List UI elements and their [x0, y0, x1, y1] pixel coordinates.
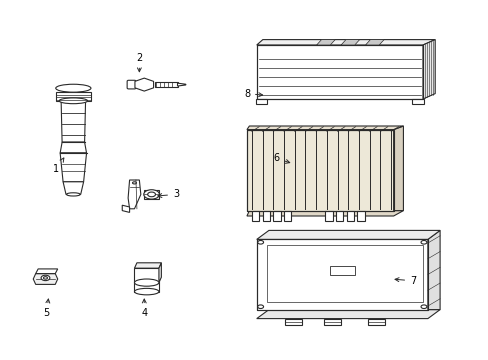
Text: 6: 6 — [273, 153, 289, 163]
Ellipse shape — [134, 279, 159, 286]
Polygon shape — [266, 245, 422, 302]
Ellipse shape — [43, 276, 47, 279]
Polygon shape — [134, 268, 159, 283]
Polygon shape — [56, 92, 91, 101]
Polygon shape — [122, 205, 129, 212]
Text: 4: 4 — [141, 299, 147, 318]
Polygon shape — [159, 263, 161, 283]
Polygon shape — [256, 230, 439, 239]
Polygon shape — [251, 211, 259, 221]
Polygon shape — [346, 211, 353, 221]
Polygon shape — [256, 239, 427, 310]
Ellipse shape — [41, 275, 50, 281]
Polygon shape — [357, 211, 364, 221]
Ellipse shape — [66, 193, 80, 196]
Ellipse shape — [59, 98, 87, 104]
Polygon shape — [33, 274, 58, 284]
Polygon shape — [427, 230, 439, 310]
Polygon shape — [262, 211, 269, 221]
Text: 2: 2 — [136, 53, 142, 72]
Ellipse shape — [56, 84, 91, 92]
Polygon shape — [135, 78, 153, 91]
Polygon shape — [325, 211, 332, 221]
Polygon shape — [134, 283, 159, 292]
Polygon shape — [246, 130, 393, 211]
Polygon shape — [335, 211, 343, 221]
Polygon shape — [365, 40, 384, 45]
Ellipse shape — [143, 190, 159, 199]
Text: 7: 7 — [394, 276, 415, 286]
Polygon shape — [284, 319, 302, 325]
Polygon shape — [60, 142, 86, 153]
Text: 3: 3 — [158, 189, 179, 199]
Polygon shape — [134, 263, 161, 268]
Polygon shape — [61, 101, 85, 142]
Polygon shape — [177, 83, 185, 86]
Ellipse shape — [147, 192, 155, 197]
Polygon shape — [155, 82, 177, 87]
Polygon shape — [60, 153, 86, 182]
FancyBboxPatch shape — [127, 80, 136, 89]
Polygon shape — [128, 180, 141, 209]
Ellipse shape — [257, 305, 263, 309]
Polygon shape — [255, 99, 267, 104]
Ellipse shape — [132, 182, 136, 184]
Polygon shape — [323, 319, 341, 325]
Ellipse shape — [257, 240, 263, 244]
Polygon shape — [256, 45, 422, 99]
Polygon shape — [273, 211, 280, 221]
Ellipse shape — [420, 305, 426, 309]
Polygon shape — [36, 269, 58, 274]
Polygon shape — [133, 83, 142, 86]
Polygon shape — [284, 211, 291, 221]
Polygon shape — [256, 310, 439, 319]
Polygon shape — [393, 126, 403, 211]
Polygon shape — [143, 190, 159, 199]
Polygon shape — [411, 99, 423, 104]
Text: 8: 8 — [244, 89, 262, 99]
Polygon shape — [422, 40, 434, 99]
Bar — [329, 266, 354, 275]
Polygon shape — [246, 211, 403, 216]
Polygon shape — [341, 40, 359, 45]
Ellipse shape — [134, 288, 159, 295]
Polygon shape — [316, 40, 334, 45]
Text: 1: 1 — [53, 158, 64, 174]
Text: 5: 5 — [43, 299, 50, 318]
Polygon shape — [63, 182, 83, 194]
Polygon shape — [367, 319, 385, 325]
Polygon shape — [246, 126, 403, 130]
Ellipse shape — [420, 240, 426, 244]
Polygon shape — [256, 40, 434, 45]
